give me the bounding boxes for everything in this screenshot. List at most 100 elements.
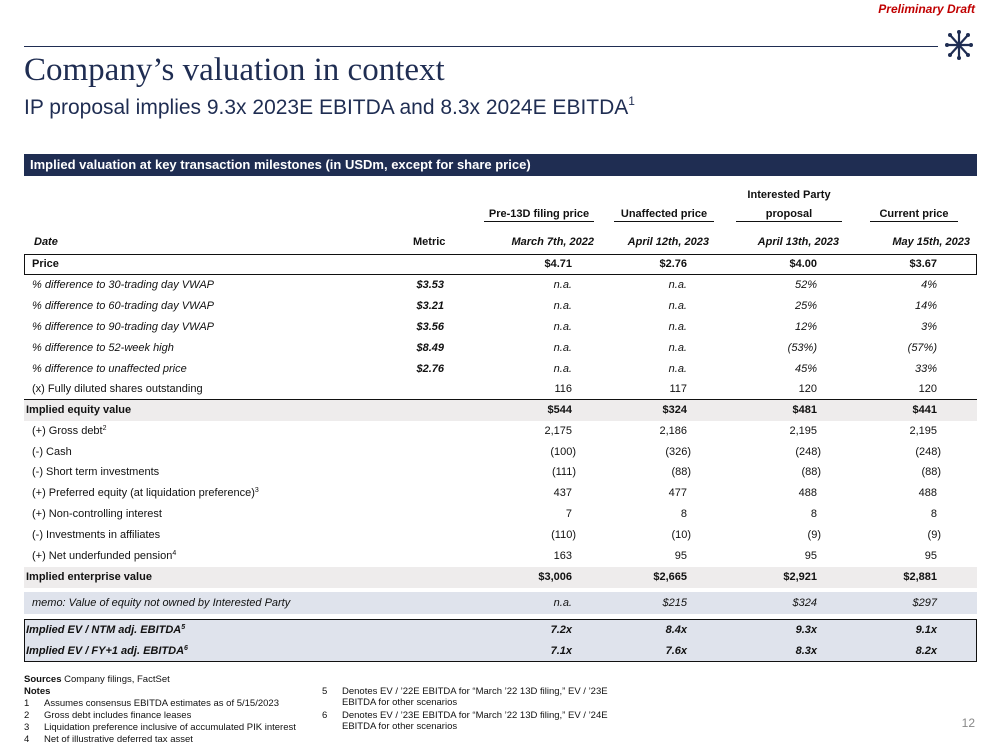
row-label-text: (+) Preferred equity (at liquidation pre… [32, 487, 255, 499]
subtotal-divider [24, 399, 977, 401]
row-metric: $8.49 [416, 342, 444, 354]
cell-value: n.a. [553, 597, 572, 609]
table-row-enterprise-value: Implied enterprise value $3,006 $2,665 $… [24, 567, 977, 588]
cell-value: 2,175 [544, 425, 572, 437]
cell-value: 4% [921, 279, 937, 291]
footnote-text: Denotes EV / ’22E EBITDA for “March ’22 … [342, 686, 608, 708]
footnote-number: 3 [24, 722, 30, 733]
row-label: (+) Preferred equity (at liquidation pre… [32, 483, 259, 504]
cell-value: 25% [794, 300, 817, 312]
cell-value: n.a. [668, 321, 687, 333]
table-row-vwap60: % difference to 60-trading day VWAP $3.2… [24, 296, 977, 317]
row-label: (-) Short term investments [32, 466, 160, 478]
sources-line: Sources Company filings, FactSet [24, 674, 170, 685]
cell-value: $2,921 [783, 571, 817, 583]
table-row-shares: (x) Fully diluted shares outstanding 116… [24, 379, 977, 400]
column-header-ip-line1: Interested Party [747, 189, 831, 201]
table-row-price: Price $4.71 $2.76 $4.00 $3.67 [24, 254, 977, 275]
table-row-vwap30: % difference to 30-trading day VWAP $3.5… [24, 275, 977, 296]
cell-value: (88) [801, 466, 821, 478]
date-current: May 15th, 2023 [892, 236, 970, 248]
cell-value: (326) [665, 446, 691, 458]
cell-value: 2,186 [659, 425, 687, 437]
cell-value: 163 [553, 550, 572, 562]
cell-value: 3% [921, 321, 937, 333]
column-underline [484, 221, 594, 222]
cell-value: 12% [794, 321, 817, 333]
cell-value: (248) [795, 446, 821, 458]
column-underline [614, 221, 714, 222]
cell-value: n.a. [668, 300, 687, 312]
footnote-number: 5 [322, 686, 328, 697]
table-row-cash: (-) Cash (100) (326) (248) (248) [24, 442, 977, 463]
footnote-number: 1 [24, 698, 30, 709]
footnote-text: Denotes EV / ’23E EBITDA for “March ’22 … [342, 710, 608, 732]
subtitle-text: IP proposal implies 9.3x 2023E EBITDA an… [24, 96, 629, 119]
table-row-52wk-high: % difference to 52-week high $8.49 n.a. … [24, 338, 977, 359]
cell-value: $3.67 [909, 258, 937, 270]
cell-value: $215 [662, 597, 687, 609]
cell-value: $3,006 [538, 571, 572, 583]
cell-value: 52% [794, 279, 817, 291]
column-header-current: Current price [870, 208, 958, 222]
cell-value: 7.6x [665, 645, 687, 657]
metric-header: Metric [413, 236, 446, 248]
footnote-text: Gross debt includes finance leases [44, 710, 192, 721]
cell-value: (88) [671, 466, 691, 478]
cell-value: $324 [792, 597, 817, 609]
row-label: % difference to 30-trading day VWAP [32, 279, 215, 291]
cell-value: 7.1x [550, 645, 572, 657]
starburst-logo-icon [945, 30, 973, 60]
cell-value: n.a. [668, 363, 687, 375]
cell-value: 95 [674, 550, 687, 562]
row-metric: $3.56 [416, 321, 444, 333]
column-underline [870, 221, 958, 222]
top-divider [24, 46, 938, 47]
footnote-ref: 6 [184, 645, 188, 652]
column-underline [736, 221, 842, 222]
table-row-preferred-equity: (+) Preferred equity (at liquidation pre… [24, 483, 977, 504]
footnote-text: Assumes consensus EBITDA estimates as of… [44, 698, 279, 709]
cell-value: 45% [794, 363, 817, 375]
section-title-bar: Implied valuation at key transaction mil… [24, 154, 977, 176]
cell-value: 477 [668, 487, 687, 499]
column-header-unaffected-text: Unaffected price [620, 208, 708, 220]
footnote-ref: 3 [254, 487, 259, 494]
cell-value: $4.00 [789, 258, 817, 270]
footnote-number: 2 [24, 710, 30, 721]
page-title: Company’s valuation in context [24, 52, 445, 88]
row-label: (+) Non-controlling interest [32, 508, 162, 520]
table-row-unaffected: % difference to unaffected price $2.76 n… [24, 359, 977, 380]
multiples-box [24, 619, 977, 662]
cell-value: 33% [914, 363, 937, 375]
date-unaffected: April 12th, 2023 [627, 236, 709, 248]
cell-value: n.a. [553, 342, 572, 354]
cell-value: 9.3x [795, 624, 817, 636]
sources-label: Sources [24, 674, 62, 685]
row-label-text: Implied EV / NTM adj. EBITDA [26, 624, 182, 636]
footnote-ref: 5 [181, 624, 186, 631]
table-row-nci: (+) Non-controlling interest 7 8 8 8 [24, 504, 977, 525]
date-pre13d: March 7th, 2022 [511, 236, 594, 248]
table-row-pension: (+) Net underfunded pension4 163 95 95 9… [24, 546, 977, 567]
column-header-unaffected: Unaffected price [614, 208, 714, 222]
cell-value: $2.76 [659, 258, 687, 270]
cell-value: (9) [807, 529, 821, 541]
date-ip-proposal: April 13th, 2023 [757, 236, 839, 248]
page-subtitle: IP proposal implies 9.3x 2023E EBITDA an… [24, 94, 635, 120]
cell-value: $441 [912, 404, 937, 416]
row-label: Implied enterprise value [26, 571, 152, 583]
row-label-text: (+) Gross debt [32, 425, 103, 437]
cell-value: 8.3x [795, 645, 817, 657]
table-row-ev-fy1-ebitda: Implied EV / FY+1 adj. EBITDA6 7.1x 7.6x… [24, 641, 977, 662]
cell-value: $297 [912, 597, 937, 609]
cell-value: (10) [671, 529, 691, 541]
cell-value: 7 [565, 508, 572, 520]
column-header-ip: proposal [736, 208, 842, 222]
price-row-box [24, 254, 977, 275]
cell-value: (57%) [907, 342, 937, 354]
row-label-text: Implied EV / FY+1 adj. EBITDA [26, 645, 185, 657]
cell-value: (111) [551, 466, 576, 478]
cell-value: 7.2x [550, 624, 572, 636]
footnote-number: 4 [24, 734, 30, 745]
